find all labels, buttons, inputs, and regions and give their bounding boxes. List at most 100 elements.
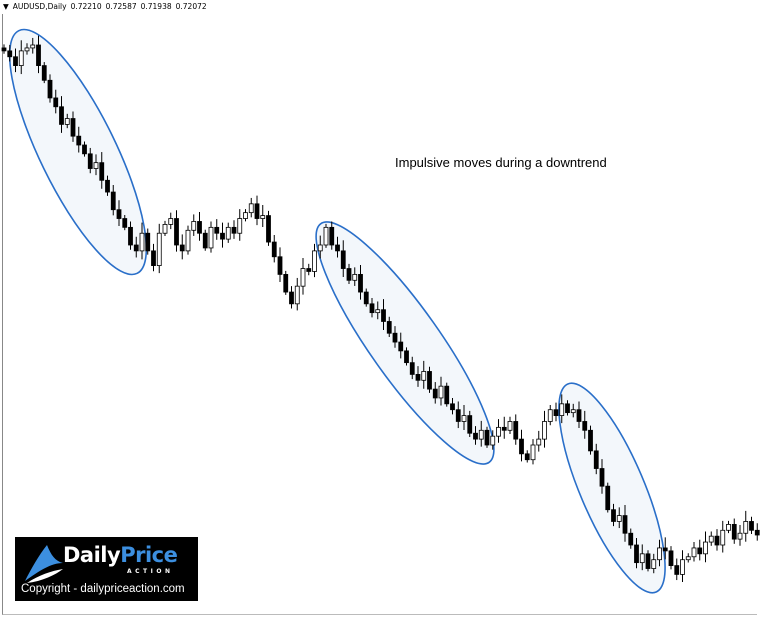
candle <box>329 221 335 250</box>
bear-candle-body <box>386 321 392 334</box>
candle <box>645 550 651 572</box>
candle <box>398 332 404 359</box>
bear-candle-body <box>151 250 156 266</box>
candle <box>116 200 122 227</box>
logo-swoosh-icon <box>25 545 63 583</box>
bear-candle-body <box>645 553 651 569</box>
candle <box>36 35 41 74</box>
bear-candle-body <box>53 97 59 108</box>
candle <box>202 229 208 251</box>
candle <box>570 403 576 418</box>
bull-candle-body <box>185 229 191 252</box>
low-value: 0.71938 <box>140 2 172 11</box>
candle <box>87 147 93 174</box>
candle <box>622 505 628 542</box>
candle <box>7 45 13 62</box>
candle <box>386 316 392 337</box>
candle <box>323 223 329 248</box>
candle <box>133 236 139 258</box>
bear-candle-body <box>381 309 386 322</box>
candle <box>76 126 82 153</box>
bear-candle-body <box>697 547 703 555</box>
bull-candle-body <box>208 226 214 249</box>
bull-candle-body <box>703 541 708 555</box>
bear-candle-body <box>754 529 760 536</box>
candle <box>737 525 743 546</box>
candle <box>536 430 542 452</box>
bull-candle-body <box>139 232 145 252</box>
bull-candle-body <box>191 221 197 231</box>
bear-candle-body <box>202 232 208 249</box>
bear-candle-body <box>415 374 421 381</box>
bull-candle-body <box>93 162 99 169</box>
candle <box>455 401 461 429</box>
candle <box>248 197 254 218</box>
bear-candle-body <box>369 303 375 314</box>
bear-candle-body <box>662 547 668 552</box>
bear-candle-body <box>99 162 105 181</box>
triangle-down-icon[interactable]: ▼ <box>3 2 9 11</box>
bull-candle-body <box>30 44 36 49</box>
bull-candle-body <box>708 535 714 543</box>
candle <box>576 401 582 429</box>
candle <box>283 270 289 295</box>
candle <box>168 212 174 230</box>
bear-candle-body <box>524 453 530 461</box>
bear-candle-body <box>634 544 639 564</box>
candle <box>639 544 645 571</box>
candle <box>260 205 266 227</box>
bull-candle-body <box>726 524 731 531</box>
candle <box>697 539 703 561</box>
bear-candle-body <box>277 256 283 275</box>
bear-candle-body <box>105 179 110 193</box>
bull-candle-body <box>685 556 691 561</box>
bull-candle-body <box>547 409 553 422</box>
impulse-ellipse-1 <box>8 28 148 276</box>
bear-candle-body <box>133 244 139 252</box>
candle <box>162 220 168 237</box>
bear-candle-body <box>611 509 616 522</box>
bear-candle-body <box>36 44 41 66</box>
candle <box>99 152 105 189</box>
candle <box>484 426 490 448</box>
bear-candle-body <box>76 135 82 146</box>
candle <box>685 553 691 563</box>
candle <box>611 503 616 527</box>
candle <box>30 37 36 54</box>
candle <box>513 414 519 445</box>
candle <box>110 185 116 216</box>
candle <box>41 62 47 84</box>
logo: DailyPrice ACTION Copyright - dailyprice… <box>15 537 198 601</box>
candle <box>461 405 467 430</box>
bear-candle-body <box>427 371 432 390</box>
candle <box>128 221 133 250</box>
candle <box>375 301 381 320</box>
candle <box>674 558 680 581</box>
bull-candle-body <box>616 515 622 522</box>
candle <box>409 356 415 380</box>
bull-candle-body <box>680 559 685 575</box>
candle <box>13 48 18 73</box>
candle <box>432 382 438 404</box>
bear-candle-body <box>622 515 628 534</box>
bull-candle-body <box>507 421 513 431</box>
bear-candle-body <box>329 226 335 246</box>
bear-candle-body <box>605 485 611 511</box>
bear-candle-body <box>13 56 18 66</box>
bear-candle-body <box>565 403 570 414</box>
bear-candle-body <box>404 350 409 364</box>
bear-candle-body <box>254 203 260 219</box>
candle <box>421 360 427 389</box>
candle <box>335 236 340 258</box>
bull-candle-body <box>312 250 317 272</box>
candle <box>18 40 24 75</box>
bear-candle-body <box>674 565 680 575</box>
close-value: 0.72072 <box>175 2 207 11</box>
candle <box>179 234 185 260</box>
bull-candle-body <box>542 421 547 440</box>
candle <box>467 410 473 437</box>
bear-candle-body <box>444 385 450 405</box>
candle <box>559 394 565 424</box>
